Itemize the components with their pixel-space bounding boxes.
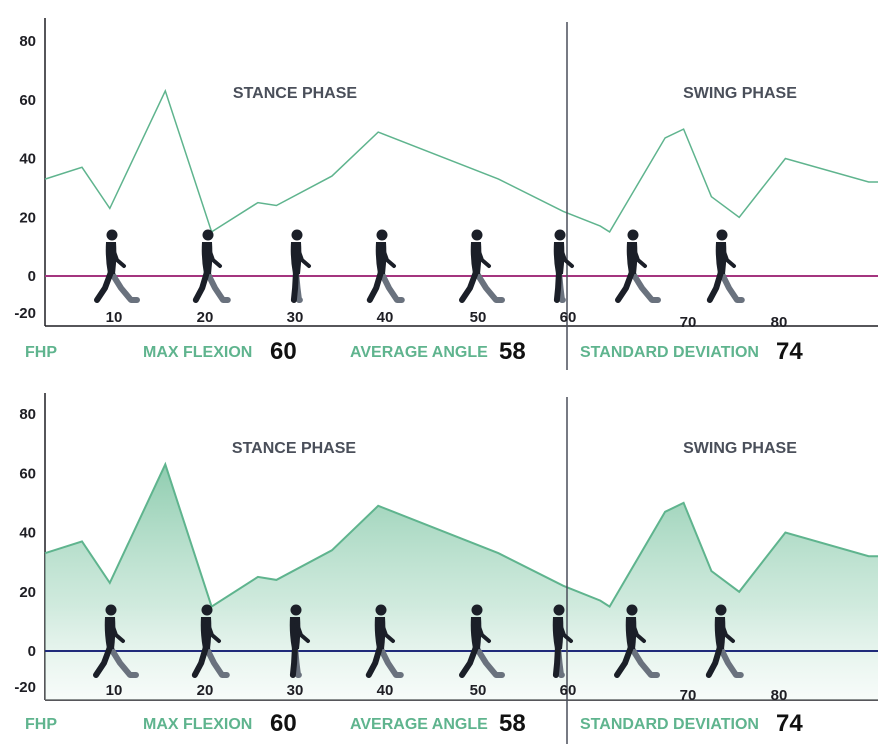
- walking-figure-icon: [552, 604, 573, 678]
- fhp-label: FHP: [25, 344, 57, 361]
- x-tick-label: 70: [680, 687, 697, 704]
- standard-deviation-value: 74: [776, 338, 803, 365]
- standard-deviation-label: STANDARD DEVIATION: [580, 344, 759, 361]
- series-line: [44, 461, 878, 609]
- walking-figure-icon: [459, 604, 505, 678]
- y-tick-label: 0: [28, 643, 36, 660]
- y-tick-label: 60: [19, 92, 36, 109]
- top-gait-chart: 80 60 40 20 0 -20 10 20 30 40 50 60 70 80 STANCE PHASE…: [14, 18, 879, 370]
- y-tick-label: 80: [19, 33, 36, 50]
- walking-figure-icon: [365, 604, 404, 678]
- stance-phase-label: STANCE PHASE: [232, 440, 356, 457]
- x-tick-label: 80: [771, 687, 788, 704]
- x-tick-label: 70: [680, 314, 697, 331]
- x-tick-label: 10: [106, 309, 123, 326]
- x-tick-label: 20: [197, 682, 214, 699]
- walking-figure-icon: [289, 604, 310, 678]
- y-tick-label: 0: [28, 268, 36, 285]
- x-tick-label: 10: [106, 682, 123, 699]
- walking-figure-icon: [366, 229, 405, 303]
- max-flexion-value: 60: [270, 710, 297, 737]
- max-flexion-value: 60: [270, 338, 297, 365]
- fhp-label: FHP: [25, 716, 57, 733]
- average-angle-label: AVERAGE ANGLE: [350, 344, 488, 361]
- walking-figure-icon: [94, 229, 140, 303]
- swing-phase-label: SWING PHASE: [683, 440, 797, 457]
- walking-figure-icon: [93, 604, 139, 678]
- walking-figure-icon: [192, 229, 231, 303]
- y-tick-label: -20: [14, 679, 36, 696]
- walking-figure-icon: [615, 229, 661, 303]
- y-tick-label: 20: [19, 209, 36, 226]
- series-area: [45, 464, 878, 700]
- y-tick-label: 20: [19, 584, 36, 601]
- x-tick-label: 60: [560, 309, 577, 326]
- stance-phase-label: STANCE PHASE: [233, 85, 357, 102]
- max-flexion-label: MAX FLEXION: [143, 344, 252, 361]
- y-tick-label: 60: [19, 465, 36, 482]
- y-tick-label: 80: [19, 406, 36, 423]
- y-tick-label: 40: [19, 151, 36, 168]
- y-tick-label: 40: [19, 525, 36, 542]
- average-angle-label: AVERAGE ANGLE: [350, 716, 488, 733]
- y-tick-label: -20: [14, 305, 36, 322]
- walking-figure-icon: [706, 229, 745, 303]
- walking-figure-icon: [705, 604, 744, 678]
- average-angle-value: 58: [499, 338, 526, 365]
- x-tick-label: 30: [287, 682, 304, 699]
- average-angle-value: 58: [499, 710, 526, 737]
- swing-phase-label: SWING PHASE: [683, 85, 797, 102]
- x-tick-label: 40: [377, 309, 394, 326]
- max-flexion-label: MAX FLEXION: [143, 716, 252, 733]
- x-tick-label: 30: [287, 309, 304, 326]
- x-tick-label: 50: [470, 682, 487, 699]
- x-tick-label: 20: [197, 309, 214, 326]
- x-tick-label: 50: [470, 309, 487, 326]
- standard-deviation-value: 74: [776, 710, 803, 737]
- x-tick-label: 60: [560, 682, 577, 699]
- bottom-gait-chart: 80 60 40 20 0 -20 10 20 30 40 50 60 70 80 STANCE PHASE…: [14, 393, 879, 744]
- walking-figure-icon: [459, 229, 505, 303]
- walking-figure-icon: [290, 229, 311, 303]
- series-line: [44, 88, 878, 234]
- standard-deviation-label: STANDARD DEVIATION: [580, 716, 759, 733]
- x-tick-label: 80: [771, 314, 788, 331]
- walking-figure-icon: [614, 604, 660, 678]
- x-tick-label: 40: [377, 682, 394, 699]
- walking-figure-icon: [191, 604, 230, 678]
- walking-figure-icon: [553, 229, 574, 303]
